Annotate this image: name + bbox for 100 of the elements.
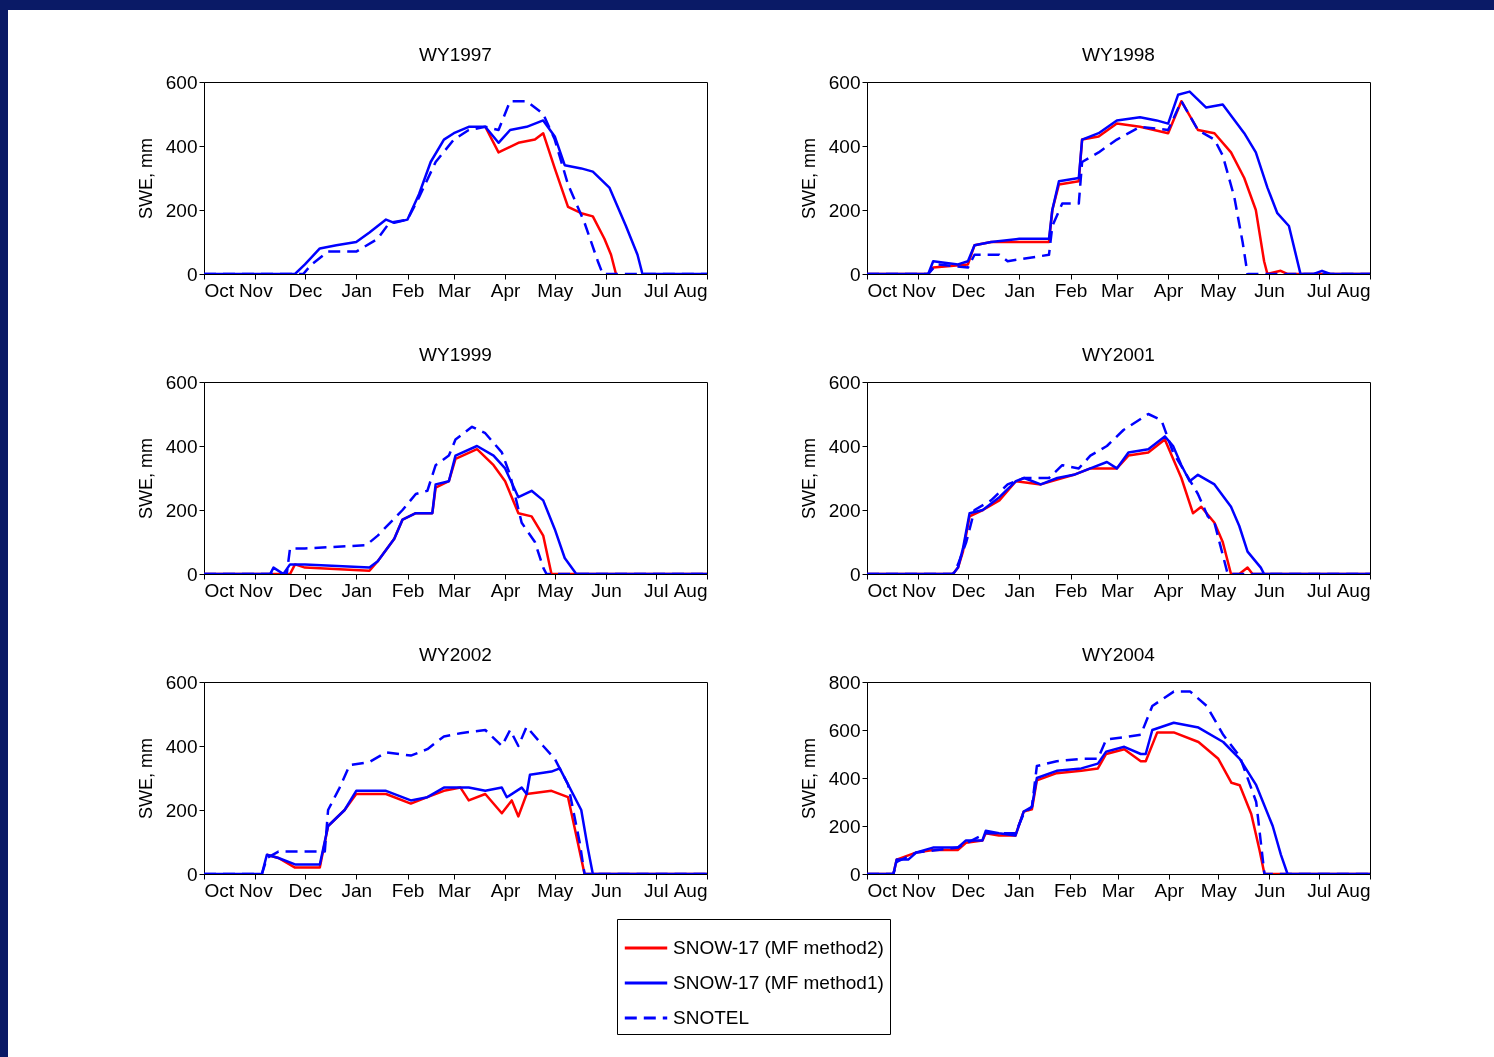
- y-tick-label: 400: [828, 435, 861, 457]
- y-tick-label: 0: [186, 863, 198, 885]
- x-tick-label: Mar: [1101, 879, 1136, 901]
- x-tick-label: Oct: [204, 579, 235, 601]
- chart-title: WY1997: [419, 44, 492, 65]
- legend-label: SNOW-17 (MF method1): [673, 972, 884, 993]
- x-tick-label: Dec: [951, 879, 985, 901]
- chart-title: WY2001: [1082, 344, 1155, 365]
- y-tick-label: 600: [165, 371, 198, 393]
- x-tick-label: Jun: [591, 879, 622, 901]
- x-tick-label: Mar: [1100, 279, 1135, 301]
- y-tick-label: 600: [828, 371, 861, 393]
- x-tick-label: Nov: [238, 279, 274, 301]
- legend-label: SNOW-17 (MF method2): [673, 937, 884, 958]
- x-tick-label: Aug: [673, 279, 708, 301]
- y-axis-title: SWE, mm: [135, 438, 156, 519]
- x-tick-label: May: [1200, 579, 1237, 601]
- x-tick-label: Apr: [1153, 579, 1185, 601]
- x-tick-label: Aug: [673, 879, 708, 901]
- x-tick-label: Nov: [901, 279, 937, 301]
- x-tick-label: Nov: [901, 879, 937, 901]
- y-tick-label: 600: [165, 671, 198, 693]
- x-tick-label: Oct: [204, 279, 235, 301]
- y-axis-title: SWE, mm: [135, 138, 156, 219]
- x-tick-label: Jul: [644, 579, 669, 601]
- x-tick-label: Feb: [391, 279, 425, 301]
- y-axis-title: SWE, mm: [798, 438, 819, 519]
- legend-label: SNOTEL: [673, 1007, 750, 1028]
- y-tick-label: 0: [186, 263, 198, 285]
- y-tick-label: 400: [828, 135, 861, 157]
- y-tick-label: 600: [165, 71, 198, 93]
- x-tick-label: Oct: [867, 879, 898, 901]
- x-tick-label: Mar: [437, 579, 472, 601]
- x-tick-label: Aug: [1336, 279, 1371, 301]
- y-tick-label: 600: [828, 719, 861, 741]
- y-tick-label: 0: [849, 863, 861, 885]
- x-tick-label: Jun: [591, 279, 622, 301]
- x-tick-label: Jan: [341, 879, 373, 901]
- x-tick-label: May: [1200, 279, 1237, 301]
- x-tick-label: Jan: [1004, 279, 1036, 301]
- x-tick-label: Jul: [644, 879, 669, 901]
- x-tick-label: Apr: [1153, 279, 1185, 301]
- x-tick-label: Jan: [1003, 879, 1035, 901]
- x-tick-label: Apr: [1154, 879, 1185, 901]
- y-axis-title: SWE, mm: [135, 738, 156, 819]
- y-tick-label: 200: [828, 199, 861, 221]
- x-tick-label: Feb: [1054, 579, 1088, 601]
- chart-title: WY1998: [1082, 44, 1155, 65]
- x-tick-label: Jun: [1254, 879, 1286, 901]
- x-tick-label: Jul: [1307, 279, 1332, 301]
- x-tick-label: Jan: [341, 579, 373, 601]
- x-tick-label: Apr: [490, 279, 522, 301]
- y-tick-label: 0: [186, 563, 198, 585]
- y-tick-label: 0: [849, 563, 861, 585]
- x-tick-label: Oct: [867, 279, 898, 301]
- x-tick-label: Oct: [204, 879, 235, 901]
- y-axis-title: SWE, mm: [798, 138, 819, 219]
- y-tick-label: 400: [165, 435, 198, 457]
- x-tick-label: Dec: [288, 579, 323, 601]
- x-tick-label: Nov: [238, 579, 274, 601]
- chart-title: WY1999: [419, 344, 492, 365]
- x-tick-label: Dec: [288, 279, 323, 301]
- y-tick-label: 200: [165, 199, 198, 221]
- x-tick-label: May: [1200, 879, 1238, 901]
- y-axis-title: SWE, mm: [798, 738, 819, 819]
- y-tick-label: 0: [849, 263, 861, 285]
- x-tick-label: Mar: [1100, 579, 1135, 601]
- x-tick-label: Jan: [341, 279, 373, 301]
- y-tick-label: 200: [165, 799, 198, 821]
- chart-title: WY2004: [1082, 644, 1156, 665]
- x-tick-label: Oct: [867, 579, 898, 601]
- x-tick-label: Feb: [1054, 279, 1088, 301]
- x-tick-label: Aug: [1336, 579, 1371, 601]
- x-tick-label: Feb: [391, 879, 425, 901]
- x-tick-label: Jul: [1307, 579, 1332, 601]
- y-tick-label: 400: [165, 135, 198, 157]
- x-tick-label: May: [537, 879, 574, 901]
- x-tick-label: Apr: [490, 879, 522, 901]
- x-tick-label: Apr: [490, 579, 522, 601]
- x-tick-label: May: [537, 279, 574, 301]
- x-tick-label: Mar: [437, 279, 472, 301]
- x-tick-label: Nov: [901, 579, 937, 601]
- y-tick-label: 400: [165, 735, 198, 757]
- y-tick-label: 200: [828, 815, 861, 837]
- x-tick-label: Jun: [1254, 579, 1285, 601]
- chart-title: WY2002: [419, 644, 492, 665]
- x-tick-label: Feb: [391, 579, 425, 601]
- x-tick-label: Feb: [1053, 879, 1087, 901]
- x-tick-label: Jun: [1254, 279, 1285, 301]
- x-tick-label: Aug: [1336, 879, 1371, 901]
- x-tick-label: Dec: [288, 879, 323, 901]
- x-tick-label: Aug: [673, 579, 708, 601]
- y-tick-label: 800: [828, 671, 861, 693]
- x-tick-label: Jan: [1004, 579, 1036, 601]
- x-tick-label: Jun: [591, 579, 622, 601]
- x-tick-label: Jul: [644, 279, 669, 301]
- x-tick-label: Dec: [951, 579, 986, 601]
- x-tick-label: May: [537, 579, 574, 601]
- x-tick-label: Mar: [437, 879, 472, 901]
- x-tick-label: Dec: [951, 279, 986, 301]
